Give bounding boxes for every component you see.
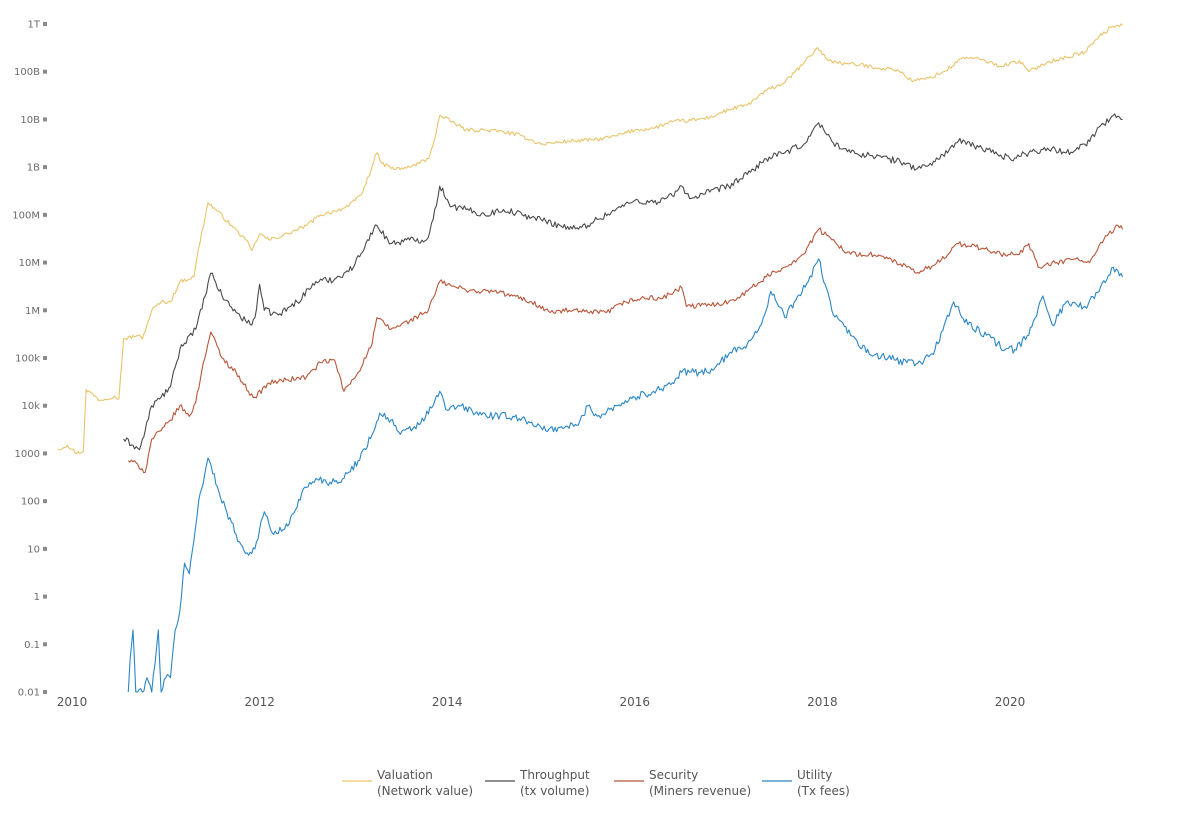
legend-sublabel: (Network value) [377,784,473,798]
legend-sublabel: (Tx fees) [797,784,850,798]
x-tick-label: 2012 [244,695,275,709]
legend-sublabel: (tx volume) [520,784,589,798]
x-tick-label: 2018 [807,695,838,709]
y-tick-label: 10 [27,544,40,555]
y-tick-label: 1B [27,163,40,174]
y-tick-label: 100B [14,67,40,78]
y-tick-mark [43,260,47,265]
series-line-security [127,224,1124,474]
legend-label: Utility [797,768,832,782]
series-line-throughput [123,113,1123,451]
y-tick-mark [43,642,47,647]
y-tick-label: 1T [28,20,41,31]
y-tick-label: 100 [21,497,40,508]
y-tick-label: 100M [12,210,40,221]
series-line-utility [127,258,1124,693]
y-tick-mark [43,69,47,74]
legend-sublabel: (Miners revenue) [649,784,751,798]
y-tick-mark [43,117,47,122]
y-tick-label: 1000 [15,449,40,460]
y-tick-label: 10B [20,115,40,126]
x-tick-label: 2014 [432,695,463,709]
x-axis: 2010 2012 2014 2016 2018 2020 [57,695,1026,709]
y-tick-label: 10k [21,401,40,412]
y-axis: 1T 100B 10B 1B 100M 10M 1M 100k 10k 1000 100 10 1 0.1… [12,20,47,699]
y-tick-mark [43,499,47,504]
legend-label: Valuation [377,768,433,782]
y-tick-label: 0.1 [24,640,40,651]
x-tick-label: 2016 [620,695,651,709]
legend: Valuation (Network value) Throughput (tx vo… [342,768,850,798]
y-tick-mark [43,594,47,599]
y-tick-mark [43,165,47,170]
y-tick-mark [43,546,47,551]
y-tick-mark [43,451,47,456]
y-tick-label: 0.01 [18,688,40,699]
y-tick-label: 100k [15,354,40,365]
y-tick-mark [43,356,47,360]
y-tick-mark [43,403,47,408]
y-tick-label: 1 [34,592,40,603]
y-tick-label: 10M [19,258,40,269]
y-tick-mark [43,22,47,26]
legend-label: Throughput [519,768,590,782]
y-tick-mark [43,212,47,217]
series-layer [57,23,1124,693]
y-tick-label: 1M [25,306,40,317]
x-tick-label: 2020 [995,695,1026,709]
legend-label: Security [649,768,698,782]
series-line-valuation [57,23,1123,455]
y-tick-mark [43,308,47,313]
x-tick-label: 2010 [57,695,88,709]
y-tick-mark [43,690,47,694]
